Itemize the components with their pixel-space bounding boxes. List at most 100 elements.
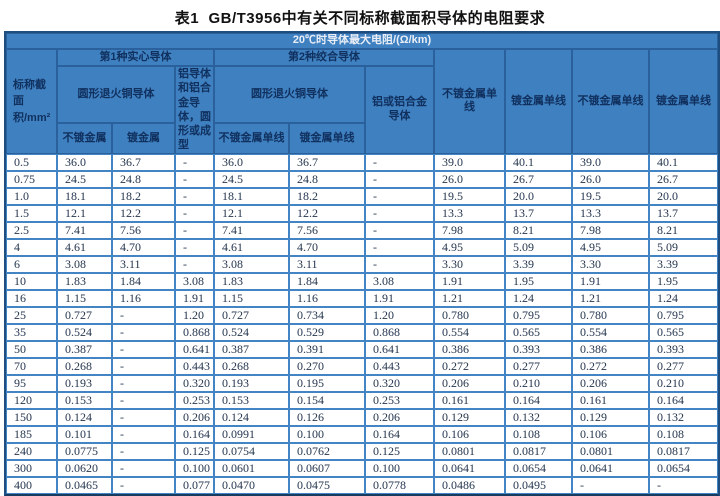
- value-cell: 40.1: [505, 153, 572, 171]
- table-row: 50 0.387-0.641 0.387 0.391 0.641 0.386 0.393 0.…: [6, 340, 719, 358]
- value-cell: 0.868: [365, 323, 434, 341]
- value-cell: 0.193: [214, 374, 289, 392]
- value-cell: -: [365, 204, 434, 222]
- table-row: 1.5 12.1 12.2-12.1 12.2-13.3 13.7 13.3 13.7: [6, 204, 719, 222]
- value-cell: 7.98: [434, 221, 505, 239]
- value-cell: 12.1: [214, 204, 289, 222]
- value-cell: 1.20: [365, 306, 434, 324]
- value-cell: 0.795: [505, 306, 572, 324]
- value-cell: 1.24: [505, 289, 572, 307]
- value-cell: 0.386: [434, 340, 505, 358]
- value-cell: -: [365, 221, 434, 239]
- value-cell: 0.0754: [214, 442, 289, 460]
- value-cell: 0.0801: [572, 442, 649, 460]
- value-cell: 3.30: [434, 255, 505, 273]
- value-cell: -: [112, 476, 175, 494]
- value-cell: 7.56: [289, 221, 365, 239]
- value-cell: 0.565: [649, 323, 719, 341]
- table-row: 240 0.0775-0.125 0.0754 0.0762 0.125 0.0801 0.…: [6, 442, 719, 460]
- value-cell: 39.0: [572, 153, 649, 171]
- value-cell: 18.2: [289, 187, 365, 205]
- value-cell: 36.0: [214, 153, 289, 171]
- table-row: 70 0.268-0.443 0.268 0.270 0.443 0.272 0.277 0.…: [6, 357, 719, 375]
- value-cell: 0.253: [365, 391, 434, 409]
- value-cell: 0.565: [505, 323, 572, 341]
- row-label-cell: 1.0: [6, 187, 57, 205]
- value-cell: 26.7: [505, 170, 572, 188]
- value-cell: 8.21: [505, 221, 572, 239]
- row-label-cell: 150: [6, 408, 57, 426]
- value-cell: 0.0991: [214, 425, 289, 443]
- value-cell: 0.277: [649, 357, 719, 375]
- value-cell: 7.41: [214, 221, 289, 239]
- row-label-cell: 1.5: [6, 204, 57, 222]
- row-label-cell: 16: [6, 289, 57, 307]
- row-label-cell: 0.5: [6, 153, 57, 171]
- value-cell: 0.077: [175, 476, 214, 494]
- value-cell: 3.39: [649, 255, 719, 273]
- value-cell: 7.41: [57, 221, 112, 239]
- coated-solid-header: 镀金属: [112, 123, 175, 154]
- value-cell: 0.795: [649, 306, 719, 324]
- value-cell: 0.210: [649, 374, 719, 392]
- row-label-cell: 70: [6, 357, 57, 375]
- value-cell: 0.443: [365, 357, 434, 375]
- value-cell: 0.108: [505, 425, 572, 443]
- table-row: 35 0.524-0.868 0.524 0.529 0.868 0.554 0.565 0.…: [6, 323, 719, 341]
- aluminium-stranded-header: 铝或铝合金导体: [365, 66, 434, 154]
- row-label-cell: 6: [6, 255, 57, 273]
- value-cell: -: [112, 442, 175, 460]
- value-cell: 0.193: [57, 374, 112, 392]
- value-cell: 12.1: [57, 204, 112, 222]
- value-cell: 13.3: [572, 204, 649, 222]
- copper-round-solid-header: 圆形退火铜导体: [57, 66, 175, 124]
- value-cell: -: [175, 187, 214, 205]
- value-cell: 3.08: [175, 272, 214, 290]
- value-cell: 24.8: [112, 170, 175, 188]
- value-cell: 0.0654: [505, 459, 572, 477]
- value-cell: 3.08: [365, 272, 434, 290]
- value-cell: 0.391: [289, 340, 365, 358]
- value-cell: 0.272: [572, 357, 649, 375]
- value-cell: 0.124: [57, 408, 112, 426]
- value-cell: 0.268: [57, 357, 112, 375]
- value-cell: 1.83: [57, 272, 112, 290]
- value-cell: 1.91: [434, 272, 505, 290]
- value-cell: 3.11: [289, 255, 365, 273]
- value-cell: 0.0620: [57, 459, 112, 477]
- value-cell: 12.2: [289, 204, 365, 222]
- group-stranded-header: 第2种绞合导体: [214, 49, 434, 66]
- value-cell: 0.106: [434, 425, 505, 443]
- value-cell: 19.5: [434, 187, 505, 205]
- table-row: 2.5 7.41 7.56-7.41 7.56-7.98 8.21 7.98 8.21: [6, 221, 719, 239]
- plain-solid-header: 不镀金属: [57, 123, 112, 154]
- value-cell: 3.08: [214, 255, 289, 273]
- value-cell: 0.734: [289, 306, 365, 324]
- value-cell: -: [175, 255, 214, 273]
- row-label-cell: 240: [6, 442, 57, 460]
- table-row: 10 1.83 1.84 3.08 1.83 1.84 3.08 1.91 1.95 1.91 1.…: [6, 272, 719, 290]
- table-row: 0.5 36.0 36.7-36.0 36.7-39.0 40.1 39.0 40.1: [6, 153, 719, 171]
- value-cell: 36.7: [112, 153, 175, 171]
- value-cell: 1.91: [572, 272, 649, 290]
- value-cell: 4.61: [57, 238, 112, 256]
- value-cell: 4.70: [289, 238, 365, 256]
- value-cell: 0.554: [434, 323, 505, 341]
- value-cell: 0.277: [505, 357, 572, 375]
- value-cell: 1.16: [289, 289, 365, 307]
- value-cell: 0.272: [434, 357, 505, 375]
- value-cell: 0.132: [649, 408, 719, 426]
- row-label-cell: 2.5: [6, 221, 57, 239]
- value-cell: 19.5: [572, 187, 649, 205]
- value-cell: -: [175, 153, 214, 171]
- value-cell: -: [175, 170, 214, 188]
- value-cell: 0.126: [289, 408, 365, 426]
- sub-header-row: 圆形退火铜导体 铝导体和铝合金导体，圆形或成型 圆形退火铜导体 铝或铝合金导体: [6, 66, 718, 154]
- value-cell: 1.20: [175, 306, 214, 324]
- value-cell: 0.554: [572, 323, 649, 341]
- value-cell: 0.100: [289, 425, 365, 443]
- value-cell: 0.161: [572, 391, 649, 409]
- value-cell: 5.09: [649, 238, 719, 256]
- value-cell: 24.8: [289, 170, 365, 188]
- value-cell: 4.95: [572, 238, 649, 256]
